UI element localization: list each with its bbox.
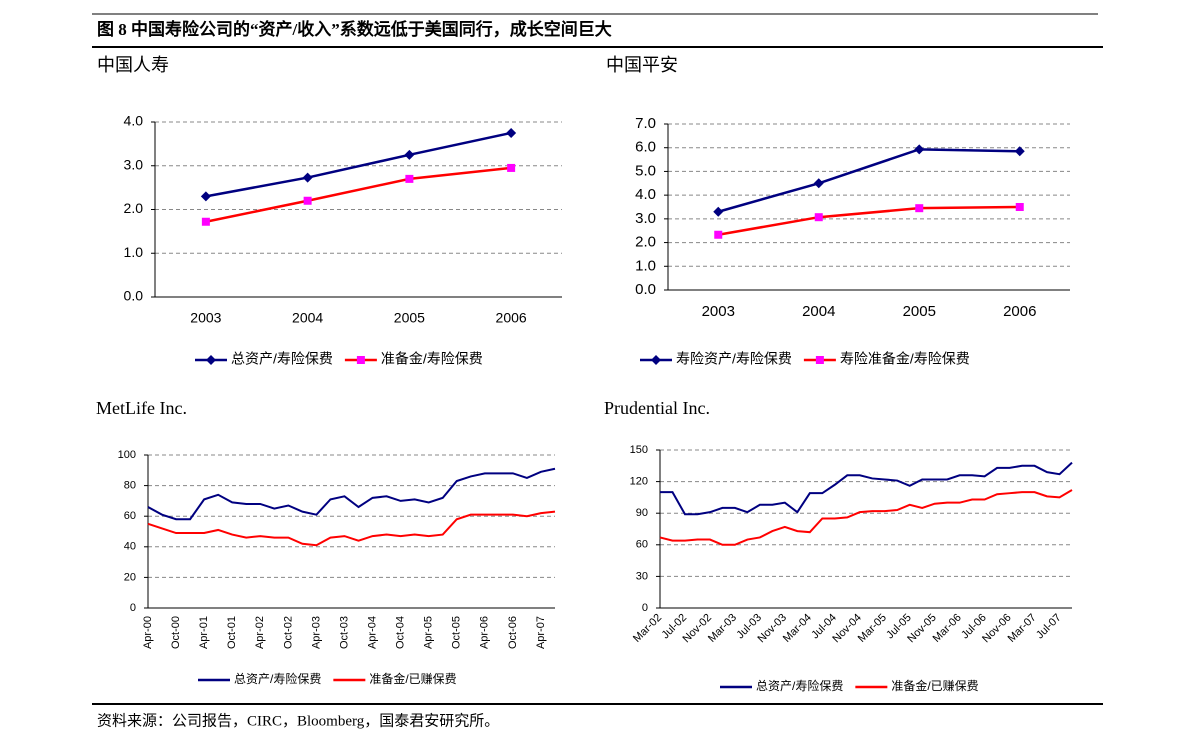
legend-label: 准备金/已赚保费 xyxy=(891,678,978,693)
chart-title: MetLife Inc. xyxy=(96,398,187,418)
marker xyxy=(813,178,824,189)
marker xyxy=(356,356,365,364)
marker xyxy=(915,204,924,213)
series-line xyxy=(147,510,556,547)
x-tick-label: Apr-07 xyxy=(535,616,547,649)
marker xyxy=(713,206,724,217)
x-tick-label: Oct-02 xyxy=(282,616,294,649)
y-tick-label: 1.0 xyxy=(635,257,656,274)
x-tick-label: Apr-04 xyxy=(366,616,378,649)
y-tick-label: 120 xyxy=(630,476,648,488)
marker xyxy=(651,355,661,365)
x-tick-label: 2003 xyxy=(190,310,221,326)
y-tick-label: 4.0 xyxy=(635,186,656,203)
x-tick-label: Oct-00 xyxy=(170,616,182,649)
source-note: 资料来源：公司报告，CIRC，Bloomberg，国泰君安研究所。 xyxy=(97,712,499,729)
x-tick-label: Apr-05 xyxy=(423,616,435,649)
x-tick-label: 2006 xyxy=(1003,303,1036,320)
x-tick-label: Oct-01 xyxy=(226,616,238,649)
y-tick-label: 6.0 xyxy=(635,139,656,156)
marker xyxy=(302,172,313,183)
y-tick-label: 0 xyxy=(130,602,136,614)
series-line xyxy=(718,205,1020,236)
y-tick-label: 3.0 xyxy=(635,210,656,227)
legend-label: 总资产/寿险保费 xyxy=(231,351,333,367)
marker xyxy=(201,217,210,226)
y-tick-label: 60 xyxy=(636,539,648,551)
y-tick-label: 4.0 xyxy=(124,113,144,129)
series-line xyxy=(205,166,512,223)
marker xyxy=(1015,203,1024,211)
x-tick-label: 2003 xyxy=(702,303,735,320)
y-tick-label: 150 xyxy=(630,444,648,456)
x-tick-label: Oct-05 xyxy=(451,616,463,649)
legend-label: 准备金/寿险保费 xyxy=(381,351,483,367)
x-tick-label: Mar-03 xyxy=(706,612,739,645)
y-tick-label: 2.0 xyxy=(635,234,656,251)
x-tick-label: 2006 xyxy=(496,310,527,326)
x-tick-label: Mar-07 xyxy=(1006,612,1039,645)
series-line xyxy=(660,461,1073,516)
x-tick-label: Apr-01 xyxy=(198,616,210,649)
marker xyxy=(506,127,517,138)
marker xyxy=(507,163,516,172)
y-tick-label: 0.0 xyxy=(635,281,656,298)
marker xyxy=(200,191,211,202)
x-tick-label: Apr-00 xyxy=(142,616,154,649)
y-tick-label: 100 xyxy=(118,449,136,461)
y-tick-label: 5.0 xyxy=(635,162,656,179)
marker xyxy=(206,355,216,365)
y-tick-label: 30 xyxy=(636,570,648,582)
marker xyxy=(815,356,824,364)
series-line xyxy=(659,489,1073,546)
x-tick-label: Mar-02 xyxy=(631,612,664,645)
chart-title: 中国平安 xyxy=(606,55,678,75)
marker xyxy=(405,174,414,183)
y-tick-label: 0.0 xyxy=(124,288,144,304)
legend-label: 准备金/已赚保费 xyxy=(369,671,456,686)
series-line xyxy=(717,148,1020,213)
y-tick-label: 60 xyxy=(124,510,136,522)
legend-label: 总资产/寿险保费 xyxy=(234,671,321,686)
marker xyxy=(814,213,823,222)
x-tick-label: Apr-03 xyxy=(310,616,322,649)
x-tick-label: Oct-06 xyxy=(507,616,519,649)
x-tick-label: 2004 xyxy=(292,310,323,326)
series-line xyxy=(147,467,556,521)
x-tick-label: 2004 xyxy=(802,303,835,320)
marker xyxy=(303,196,312,205)
marker xyxy=(404,149,415,160)
legend-label: 寿险准备金/寿险保费 xyxy=(840,351,970,367)
x-tick-label: 2005 xyxy=(903,303,936,320)
x-tick-label: Oct-03 xyxy=(338,616,350,649)
y-tick-label: 20 xyxy=(124,571,136,583)
y-tick-label: 90 xyxy=(636,507,648,519)
y-tick-label: 0 xyxy=(642,602,648,614)
chart-title: 中国人寿 xyxy=(97,55,169,75)
x-tick-label: Oct-04 xyxy=(395,616,407,649)
marker xyxy=(914,144,925,155)
chart-title: Prudential Inc. xyxy=(604,398,710,418)
y-tick-label: 1.0 xyxy=(124,244,144,260)
series-line xyxy=(205,131,512,198)
y-tick-label: 2.0 xyxy=(124,200,144,216)
x-tick-label: Apr-06 xyxy=(479,616,491,649)
marker xyxy=(714,230,723,239)
x-tick-label: Apr-02 xyxy=(254,616,266,649)
x-tick-label: 2005 xyxy=(394,310,425,326)
legend-label: 总资产/寿险保费 xyxy=(756,678,843,693)
y-tick-label: 7.0 xyxy=(635,115,656,132)
figure-title: 图 8 中国寿险公司的“资产/收入”系数远低于美国同行，成长空间巨大 xyxy=(97,19,612,39)
x-tick-label: Mar-06 xyxy=(931,612,964,645)
legend-label: 寿险资产/寿险保费 xyxy=(676,351,792,367)
y-tick-label: 3.0 xyxy=(124,156,144,172)
marker xyxy=(1014,146,1025,157)
y-tick-label: 40 xyxy=(124,541,136,553)
y-tick-label: 80 xyxy=(124,480,136,492)
x-tick-label: Mar-04 xyxy=(781,612,814,645)
x-tick-label: Mar-05 xyxy=(856,612,889,645)
x-tick-label: Jul-07 xyxy=(1034,612,1064,642)
